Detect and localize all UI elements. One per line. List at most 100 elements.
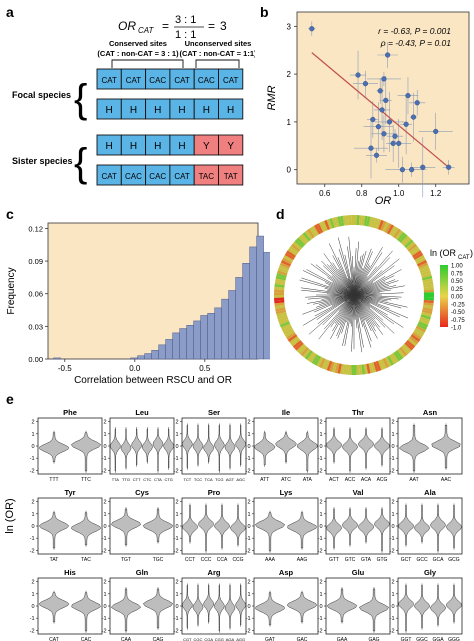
- ring-segment: [318, 357, 326, 369]
- tree-branch: [317, 294, 355, 325]
- ring-segment: [361, 215, 366, 226]
- scatter-xtick-label: 1.0: [393, 189, 405, 198]
- tree-branch: [353, 294, 378, 339]
- tree-branch: [353, 280, 399, 296]
- histogram-bar: [53, 357, 61, 360]
- scatter-point: [392, 133, 398, 139]
- codon-cell-label: CAT: [101, 76, 117, 85]
- violin-ytick-label: 0: [31, 444, 34, 450]
- violin-ytick-label: 0: [31, 604, 34, 610]
- violin-codon-label: GGC: [416, 637, 428, 641]
- ring-segment: [363, 363, 368, 375]
- violin-ytick-label: 0: [391, 444, 394, 450]
- radial-tree: [299, 236, 409, 353]
- violin: [110, 588, 142, 632]
- violin: [192, 425, 204, 466]
- tree-branch: [353, 253, 364, 296]
- ring-segment: [415, 325, 426, 333]
- tree-branch: [353, 294, 409, 319]
- scatter-ytick-label: 2: [287, 70, 292, 79]
- tree-branch: [353, 257, 391, 296]
- violin: [357, 508, 375, 543]
- violin-panel-title: Ala: [424, 488, 437, 497]
- violin-ytick-label: -2: [246, 468, 251, 474]
- violin-ytick-label: -1: [174, 456, 179, 462]
- tree-branch: [308, 294, 355, 335]
- ring-segment: [384, 356, 392, 367]
- codon-cell-label: CAT: [174, 76, 190, 85]
- ring-segment: [331, 217, 338, 228]
- violin-ytick-label: -1: [246, 456, 251, 462]
- scatter-point: [362, 81, 369, 87]
- tree-branch: [329, 264, 355, 296]
- ring-segment: [298, 345, 308, 355]
- violin-codon-label: CTT: [133, 477, 141, 482]
- tree-branch: [353, 241, 360, 296]
- violin: [429, 505, 447, 552]
- sister-species-label: Sister species: [12, 156, 73, 166]
- tree-branch: [353, 294, 402, 298]
- violin-panel-his: His 2 1 0 -1 -2 CAT CAC: [30, 568, 103, 641]
- violin-ytick-label: -1: [390, 536, 395, 542]
- scatter-xtick-label: 1.2: [430, 189, 442, 198]
- violin-panel-frame: [181, 417, 247, 475]
- ring-segment: [289, 336, 299, 345]
- violin: [325, 428, 343, 463]
- ring-segment: [277, 267, 289, 274]
- ring-segment: [397, 348, 406, 359]
- ring-segment: [420, 270, 431, 276]
- legend-tick-label: 0.25: [451, 287, 463, 293]
- codon-grid: CAT CAT CAC CAT CAC CAT H H H H H H H H H H Y Y CAT CAC CAC C…: [96, 68, 244, 186]
- stats-line-2: ρ = -0.43, P = 0.01: [380, 38, 452, 48]
- ring-segment: [282, 325, 293, 333]
- tree-branch: [351, 294, 355, 352]
- color-legend-ticks: 1.000.75 0.50 0.25 0.00-0.25 -0.50 -0.75 -1.0: [451, 264, 465, 332]
- codon-cell-label: H: [227, 105, 234, 116]
- violin: [142, 588, 174, 629]
- legend-tick-label: 0.00: [451, 295, 463, 301]
- violin-panel-title: Ile: [282, 408, 290, 417]
- violin: [398, 585, 414, 632]
- ring-segment: [358, 364, 363, 375]
- violin-ytick-label: 1: [103, 432, 106, 438]
- ring-segment: [326, 218, 333, 230]
- ring-segment: [275, 309, 287, 315]
- violin-ytick-label: -1: [246, 536, 251, 542]
- ring-segment: [397, 231, 406, 242]
- tree-branch: [353, 294, 384, 321]
- tree-branch: [344, 254, 355, 296]
- violin-codon-label: GGG: [448, 637, 460, 641]
- tree-branch: [353, 294, 399, 300]
- equation-lhs: OR: [118, 19, 136, 33]
- ring-segment: [402, 237, 412, 247]
- ring-segment: [345, 364, 350, 375]
- tree-branch: [353, 294, 390, 309]
- tree-branch: [348, 236, 355, 296]
- panel-c-letter: c: [6, 206, 14, 222]
- histogram-bar: [256, 235, 264, 360]
- tree-branch: [314, 294, 355, 313]
- equation-result: 3: [220, 19, 227, 33]
- tree-branch: [353, 294, 372, 332]
- ring-segment: [345, 215, 350, 226]
- ring-segment: [421, 275, 433, 281]
- ring-segment: [418, 265, 430, 272]
- ring-segment: [395, 230, 404, 240]
- histogram-bar: [214, 307, 222, 360]
- ring-segment: [410, 247, 421, 256]
- ring-segment: [409, 336, 419, 345]
- tree-branch: [323, 265, 355, 296]
- violin-panel-gln: Gln 2 1 0 -1 -2 CAA CAG: [102, 568, 175, 641]
- tree-branch: [353, 294, 388, 302]
- violin-panel-title: Arg: [208, 568, 221, 577]
- tree-branch: [315, 294, 355, 308]
- violin: [203, 585, 215, 623]
- ring-segment: [275, 307, 286, 312]
- tree-branch: [353, 294, 400, 318]
- tree-branch: [353, 276, 386, 296]
- violin-codon-label: GCG: [448, 557, 460, 563]
- violin-ytick-label: -1: [30, 536, 35, 542]
- tree-branch: [353, 285, 405, 296]
- tree-branch: [332, 294, 355, 332]
- violin: [275, 432, 297, 463]
